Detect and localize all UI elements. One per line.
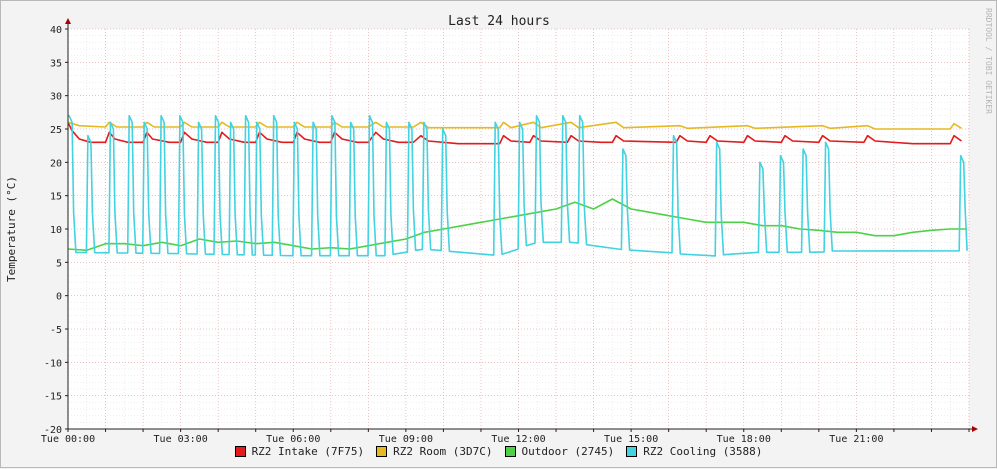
legend-item-0: RZ2 Intake (7F75) [234, 445, 365, 458]
legend-swatch [376, 446, 388, 457]
x-tick-label: Tue 09:00 [379, 434, 433, 445]
legend-label: RZ2 Room (3D7C) [393, 445, 493, 458]
legend-item-1: RZ2 Room (3D7C) [376, 445, 493, 458]
legend-swatch [234, 446, 246, 457]
legend-item-2: Outdoor (2745) [504, 445, 615, 458]
x-tick-label: Tue 00:00 [41, 434, 95, 445]
x-axis-arrow [972, 426, 978, 432]
x-tick-label: Tue 21:00 [829, 434, 883, 445]
y-tick-label: -15 [44, 392, 62, 403]
legend: RZ2 Intake (7F75) RZ2 Room (3D7C) Outdoor … [0, 445, 997, 460]
y-tick-label: -10 [44, 358, 62, 369]
y-axis-arrow [65, 18, 71, 24]
legend-swatch [626, 446, 638, 457]
legend-label: RZ2 Cooling (3588) [643, 445, 763, 458]
y-tick-label: 10 [50, 225, 62, 236]
legend-label: Outdoor (2745) [521, 445, 615, 458]
legend-label: RZ2 Intake (7F75) [251, 445, 365, 458]
x-tick-label: Tue 12:00 [491, 434, 545, 445]
x-tick-label: Tue 03:00 [154, 434, 208, 445]
series-layer [67, 114, 968, 257]
series-line-1 [67, 121, 962, 130]
series-line-3 [68, 114, 968, 257]
series-line-0 [67, 121, 962, 145]
y-axis-label: Temperature (°C) [5, 176, 18, 282]
y-tick-label: -5 [50, 325, 62, 336]
axes [65, 18, 978, 432]
y-tick-label: 5 [56, 258, 62, 269]
y-tick-label: 30 [50, 92, 62, 103]
watermark: RRDTOOL / TOBI OETIKER [984, 8, 993, 114]
y-tick-label: 40 [50, 25, 62, 36]
y-tick-label: 20 [50, 158, 62, 169]
y-tick-label: 15 [50, 192, 62, 203]
x-tick-label: Tue 18:00 [717, 434, 771, 445]
y-tick-label: 25 [50, 125, 62, 136]
x-tick-label: Tue 15:00 [604, 434, 658, 445]
x-tick-label: Tue 06:00 [266, 434, 320, 445]
legend-item-3: RZ2 Cooling (3588) [626, 445, 762, 458]
chart-title: Last 24 hours [448, 14, 550, 29]
legend-swatch [504, 446, 516, 457]
grid [67, 28, 970, 430]
y-tick-label: 35 [50, 58, 62, 69]
y-tick-label: 0 [56, 292, 62, 303]
y-tick-label: -20 [44, 425, 62, 436]
